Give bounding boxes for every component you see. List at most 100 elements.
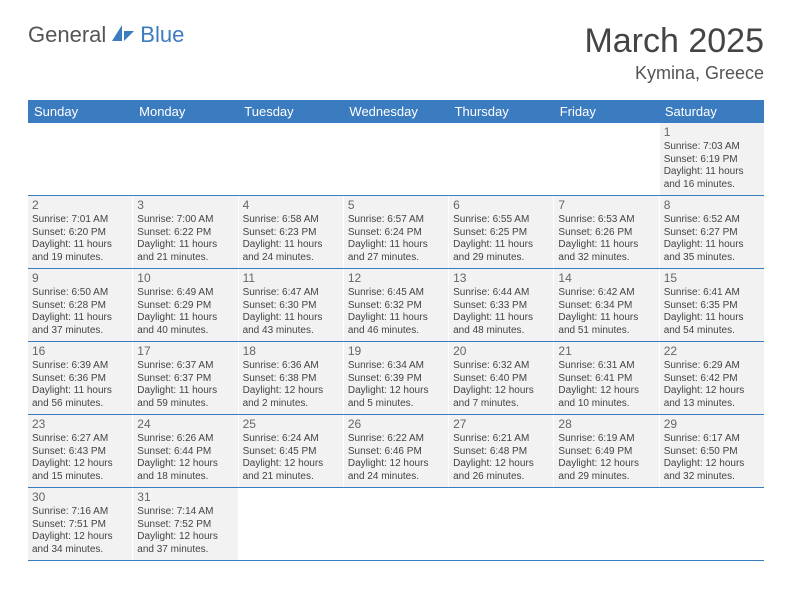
day-cell-3: 3Sunrise: 7:00 AMSunset: 6:22 PMDaylight… <box>133 196 238 268</box>
day-number: 4 <box>243 198 339 213</box>
day-sunrise: Sunrise: 6:58 AM <box>243 214 339 227</box>
day-number: 7 <box>558 198 654 213</box>
day-sunset: Sunset: 6:36 PM <box>32 373 128 386</box>
day-daylight1: Daylight: 12 hours <box>348 458 444 471</box>
day-daylight2: and 37 minutes. <box>32 325 128 338</box>
day-header-wednesday: Wednesday <box>343 100 448 123</box>
day-sunrise: Sunrise: 6:42 AM <box>558 287 654 300</box>
day-daylight2: and 19 minutes. <box>32 252 128 265</box>
day-daylight1: Daylight: 12 hours <box>137 531 233 544</box>
day-daylight2: and 46 minutes. <box>348 325 444 338</box>
day-sunset: Sunset: 6:35 PM <box>664 300 760 313</box>
day-header-tuesday: Tuesday <box>238 100 343 123</box>
day-daylight1: Daylight: 12 hours <box>243 458 339 471</box>
day-daylight1: Daylight: 11 hours <box>137 385 233 398</box>
day-number: 24 <box>137 417 233 432</box>
day-cell-16: 16Sunrise: 6:39 AMSunset: 6:36 PMDayligh… <box>28 342 133 414</box>
day-daylight2: and 54 minutes. <box>664 325 760 338</box>
day-number: 12 <box>348 271 444 286</box>
day-daylight1: Daylight: 11 hours <box>32 239 128 252</box>
day-daylight1: Daylight: 11 hours <box>453 312 549 325</box>
day-sunrise: Sunrise: 6:21 AM <box>453 433 549 446</box>
day-sunrise: Sunrise: 6:49 AM <box>137 287 233 300</box>
day-sunrise: Sunrise: 6:39 AM <box>32 360 128 373</box>
day-number: 31 <box>137 490 233 505</box>
day-daylight2: and 13 minutes. <box>664 398 760 411</box>
day-sunset: Sunset: 6:22 PM <box>137 227 233 240</box>
day-sunset: Sunset: 6:48 PM <box>453 446 549 459</box>
day-sunrise: Sunrise: 6:24 AM <box>243 433 339 446</box>
week-row: 16Sunrise: 6:39 AMSunset: 6:36 PM Dayligh… <box>28 342 764 415</box>
day-sunrise: Sunrise: 6:50 AM <box>32 287 128 300</box>
day-cell-empty <box>28 123 133 195</box>
day-daylight1: Daylight: 11 hours <box>348 239 444 252</box>
day-daylight2: and 56 minutes. <box>32 398 128 411</box>
day-sunrise: Sunrise: 6:32 AM <box>453 360 549 373</box>
day-cell-1: 1Sunrise: 7:03 AMSunset: 6:19 PMDaylight… <box>660 123 764 195</box>
day-number: 29 <box>664 417 760 432</box>
day-cell-22: 22Sunrise: 6:29 AMSunset: 6:42 PMDayligh… <box>660 342 764 414</box>
day-sunset: Sunset: 6:46 PM <box>348 446 444 459</box>
day-sunset: Sunset: 6:39 PM <box>348 373 444 386</box>
day-number: 10 <box>137 271 233 286</box>
day-sunrise: Sunrise: 6:27 AM <box>32 433 128 446</box>
day-daylight2: and 29 minutes. <box>558 471 654 484</box>
day-sunrise: Sunrise: 6:19 AM <box>558 433 654 446</box>
day-sunset: Sunset: 6:41 PM <box>558 373 654 386</box>
day-cell-21: 21Sunrise: 6:31 AMSunset: 6:41 PMDayligh… <box>554 342 659 414</box>
day-number: 16 <box>32 344 128 359</box>
logo: General Blue <box>28 22 184 48</box>
calendar: SundayMondayTuesdayWednesdayThursdayFrid… <box>28 100 764 561</box>
day-number: 6 <box>453 198 549 213</box>
day-daylight2: and 40 minutes. <box>137 325 233 338</box>
day-daylight1: Daylight: 11 hours <box>558 312 654 325</box>
day-sunset: Sunset: 6:23 PM <box>243 227 339 240</box>
day-number: 25 <box>243 417 339 432</box>
day-daylight2: and 15 minutes. <box>32 471 128 484</box>
day-sunset: Sunset: 6:43 PM <box>32 446 128 459</box>
day-sunrise: Sunrise: 6:17 AM <box>664 433 760 446</box>
day-sunset: Sunset: 6:49 PM <box>558 446 654 459</box>
day-daylight1: Daylight: 11 hours <box>664 239 760 252</box>
day-sunset: Sunset: 6:32 PM <box>348 300 444 313</box>
day-header-sunday: Sunday <box>28 100 133 123</box>
day-sunrise: Sunrise: 6:47 AM <box>243 287 339 300</box>
day-sunset: Sunset: 6:24 PM <box>348 227 444 240</box>
day-cell-20: 20Sunrise: 6:32 AMSunset: 6:40 PMDayligh… <box>449 342 554 414</box>
day-daylight2: and 27 minutes. <box>348 252 444 265</box>
day-cell-17: 17Sunrise: 6:37 AMSunset: 6:37 PMDayligh… <box>133 342 238 414</box>
day-number: 30 <box>32 490 128 505</box>
day-number: 9 <box>32 271 128 286</box>
day-cell-empty <box>133 123 238 195</box>
day-daylight2: and 26 minutes. <box>453 471 549 484</box>
day-cell-12: 12Sunrise: 6:45 AMSunset: 6:32 PMDayligh… <box>344 269 449 341</box>
day-header-row: SundayMondayTuesdayWednesdayThursdayFrid… <box>28 100 764 123</box>
header: General Blue March 2025 Kymina, Greece <box>0 0 792 92</box>
day-cell-13: 13Sunrise: 6:44 AMSunset: 6:33 PMDayligh… <box>449 269 554 341</box>
logo-text-blue: Blue <box>140 22 184 48</box>
day-number: 19 <box>348 344 444 359</box>
day-daylight1: Daylight: 11 hours <box>453 239 549 252</box>
day-daylight2: and 24 minutes. <box>348 471 444 484</box>
day-cell-empty <box>239 123 344 195</box>
day-number: 14 <box>558 271 654 286</box>
day-sunrise: Sunrise: 6:44 AM <box>453 287 549 300</box>
day-daylight1: Daylight: 11 hours <box>137 239 233 252</box>
day-sunset: Sunset: 7:52 PM <box>137 519 233 532</box>
day-sunrise: Sunrise: 7:14 AM <box>137 506 233 519</box>
day-number: 1 <box>664 125 760 140</box>
day-sunset: Sunset: 6:38 PM <box>243 373 339 386</box>
day-daylight2: and 34 minutes. <box>32 544 128 557</box>
day-daylight1: Daylight: 11 hours <box>558 239 654 252</box>
day-number: 2 <box>32 198 128 213</box>
day-header-thursday: Thursday <box>449 100 554 123</box>
day-daylight2: and 32 minutes. <box>664 471 760 484</box>
day-daylight2: and 35 minutes. <box>664 252 760 265</box>
day-number: 27 <box>453 417 549 432</box>
week-row: 2Sunrise: 7:01 AMSunset: 6:20 PMDaylight… <box>28 196 764 269</box>
day-sunset: Sunset: 6:26 PM <box>558 227 654 240</box>
day-cell-9: 9Sunrise: 6:50 AMSunset: 6:28 PMDaylight… <box>28 269 133 341</box>
day-sunset: Sunset: 6:28 PM <box>32 300 128 313</box>
day-cell-8: 8Sunrise: 6:52 AMSunset: 6:27 PMDaylight… <box>660 196 764 268</box>
week-row: 23Sunrise: 6:27 AMSunset: 6:43 PMDayligh… <box>28 415 764 488</box>
